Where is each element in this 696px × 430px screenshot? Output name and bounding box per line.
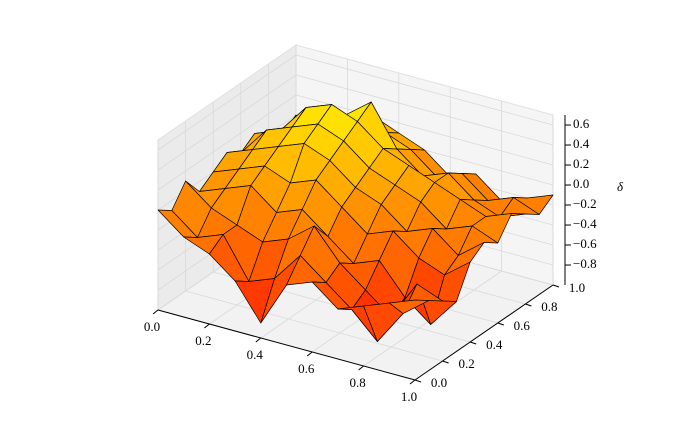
x-tick-label: 0.4	[247, 347, 264, 362]
y-tick-label: 0.8	[541, 299, 557, 314]
z-tick-label: 0.4	[573, 136, 590, 151]
grid-line	[295, 74, 554, 146]
z-tick-label: −0.4	[573, 216, 597, 231]
z-tick-label: −0.8	[573, 256, 597, 271]
x-tick-label: 1.0	[401, 389, 417, 404]
z-tick-label: −0.6	[573, 236, 597, 251]
y-tick-label: 0.0	[431, 375, 447, 390]
grid-line	[157, 54, 297, 151]
x-tick	[152, 309, 159, 315]
y-tick	[442, 360, 449, 364]
z-tick-label: 0.0	[573, 176, 589, 191]
y-tick	[414, 379, 422, 383]
x-tick-label: 0.6	[298, 361, 315, 376]
grid-line	[185, 290, 443, 362]
x-tick	[358, 365, 364, 371]
y-tick-label: 1.0	[569, 280, 585, 295]
y-tick-label: 0.2	[458, 356, 474, 371]
x-tick	[255, 337, 262, 343]
x-axis-line	[157, 309, 416, 381]
axes: 0.0 0.2 0.4 0.6 0.8 1.0 0.0 0.2 0.4 0.6 0.8 1.0 −0.8…	[144, 115, 597, 404]
x-tick-label: 0.0	[144, 319, 160, 334]
grid-line	[295, 94, 554, 166]
x-tick	[409, 379, 416, 385]
x-tick-label: 0.8	[349, 375, 365, 390]
surface-patch	[388, 299, 430, 314]
surface	[157, 101, 554, 342]
y-tick	[525, 303, 532, 307]
y-axis-line	[414, 284, 554, 381]
grid-line	[157, 94, 297, 191]
y-tick	[552, 284, 560, 288]
z-tick-label: −0.2	[573, 196, 597, 211]
z-tick-label: 0.2	[573, 156, 589, 171]
y-tick	[470, 341, 477, 345]
grid-line	[157, 74, 297, 171]
grid-line	[295, 54, 554, 126]
y-tick-label: 0.4	[486, 337, 503, 352]
x-tick	[204, 323, 210, 329]
y-tick-label: 0.6	[514, 318, 531, 333]
x-tick	[306, 351, 313, 357]
z-axis-label: δ	[617, 179, 624, 194]
x-tick-label: 0.2	[195, 333, 211, 348]
y-tick	[497, 322, 504, 326]
z-tick-label: 0.6	[573, 116, 590, 131]
